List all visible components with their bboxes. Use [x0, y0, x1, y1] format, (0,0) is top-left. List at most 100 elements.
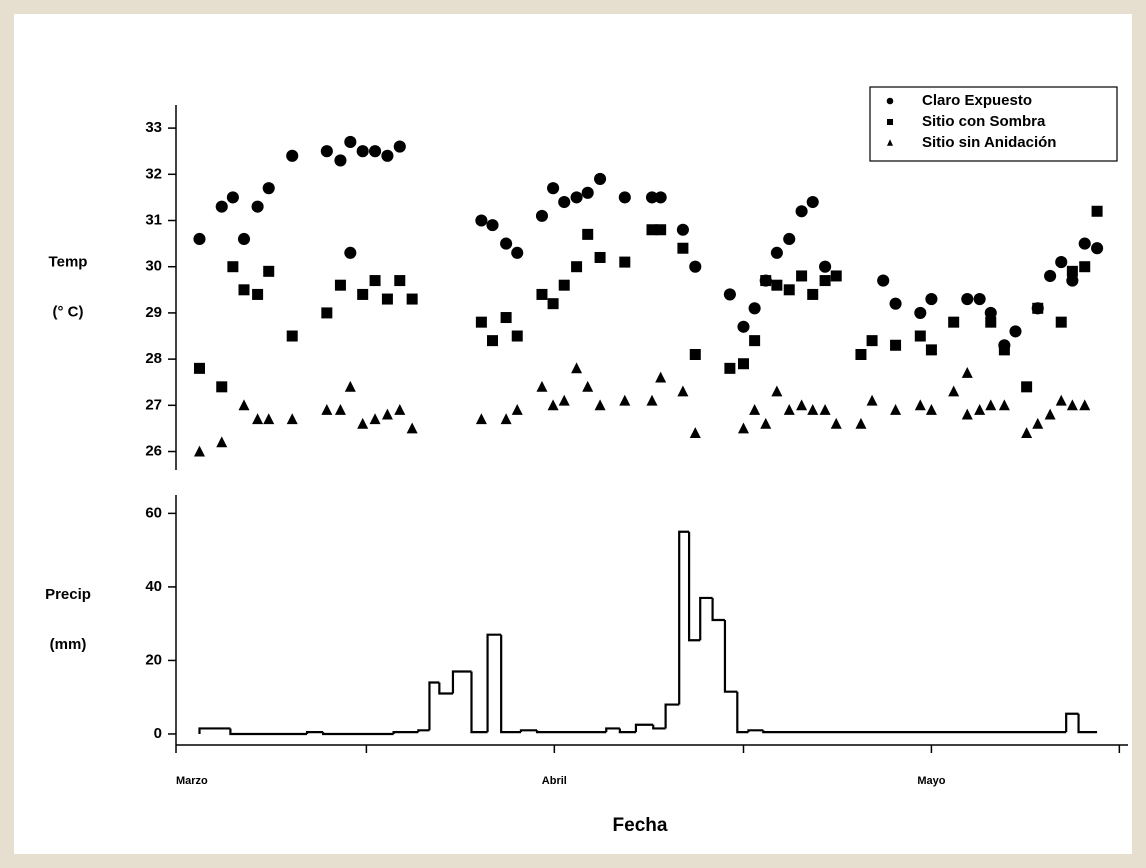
point	[890, 403, 902, 415]
point	[369, 413, 381, 425]
point	[806, 195, 819, 209]
precip-step	[605, 727, 620, 733]
point	[252, 413, 264, 425]
point	[356, 145, 369, 158]
point	[582, 228, 594, 240]
point	[511, 330, 523, 342]
precip-step	[535, 730, 607, 734]
point	[321, 307, 333, 319]
point	[594, 399, 606, 411]
point	[925, 344, 937, 356]
point	[334, 279, 346, 291]
point	[998, 399, 1010, 411]
precip-step	[417, 729, 430, 733]
point	[286, 149, 299, 162]
precip-step	[428, 681, 440, 731]
point	[619, 256, 631, 268]
point	[475, 413, 487, 425]
point	[357, 288, 369, 300]
point	[511, 246, 524, 259]
point	[487, 335, 499, 347]
precip-step	[711, 597, 725, 622]
y-tick-label: 29	[145, 304, 162, 321]
legend-marker	[886, 97, 894, 105]
point	[973, 293, 986, 306]
point	[1032, 302, 1044, 314]
point	[961, 408, 973, 420]
point	[855, 417, 867, 429]
point	[877, 274, 890, 287]
point	[689, 260, 702, 273]
point	[1021, 381, 1033, 393]
point	[369, 145, 382, 158]
precip-step	[634, 723, 654, 733]
point	[974, 403, 986, 415]
point	[749, 335, 761, 347]
precip-step	[699, 596, 713, 641]
precip-step	[451, 670, 472, 694]
point	[475, 214, 488, 227]
point	[619, 394, 631, 406]
point	[749, 403, 761, 415]
point	[655, 224, 667, 236]
precip-step	[198, 727, 231, 734]
precip-step	[652, 724, 666, 730]
point	[783, 284, 795, 296]
point	[948, 316, 960, 328]
point	[830, 270, 842, 282]
point	[500, 237, 513, 250]
point	[500, 312, 512, 324]
point	[795, 205, 808, 218]
point	[1091, 205, 1103, 217]
point	[500, 413, 512, 425]
precip-step	[1077, 713, 1098, 734]
y-tick-label: 26	[145, 442, 162, 459]
point	[536, 288, 548, 300]
point	[961, 293, 974, 306]
point	[819, 403, 831, 415]
point	[1055, 316, 1067, 328]
y-tick-label: 30	[145, 258, 162, 275]
point	[594, 251, 606, 263]
precip-step	[678, 530, 690, 705]
y-tick-label: 33	[145, 119, 162, 136]
precip-step	[664, 703, 680, 729]
point	[914, 330, 926, 342]
point	[948, 385, 960, 397]
precip-step	[618, 728, 636, 734]
legend-marker	[887, 119, 893, 125]
point	[771, 385, 783, 397]
point	[689, 348, 701, 360]
y-tick-label: 20	[145, 651, 162, 668]
point	[889, 297, 902, 310]
point	[594, 172, 607, 185]
point	[1066, 265, 1078, 277]
point	[985, 316, 997, 328]
point	[263, 413, 275, 425]
point	[558, 279, 570, 291]
point	[914, 306, 927, 319]
point	[251, 200, 264, 213]
precip-step	[736, 691, 749, 734]
point	[771, 279, 783, 291]
point	[760, 417, 772, 429]
point	[1044, 408, 1056, 420]
point	[406, 422, 418, 434]
precip-step	[392, 731, 419, 734]
point	[961, 367, 973, 378]
point	[238, 284, 250, 296]
point	[866, 394, 878, 406]
point	[748, 302, 761, 315]
point	[645, 191, 659, 204]
point	[677, 385, 689, 397]
y-tick-label: 60	[145, 504, 162, 521]
precip-step	[486, 633, 502, 733]
point	[1009, 325, 1022, 338]
point	[394, 275, 406, 287]
legend-box	[869, 86, 1118, 162]
point	[807, 288, 819, 300]
point	[334, 403, 346, 415]
point	[985, 399, 997, 411]
point	[286, 413, 298, 425]
